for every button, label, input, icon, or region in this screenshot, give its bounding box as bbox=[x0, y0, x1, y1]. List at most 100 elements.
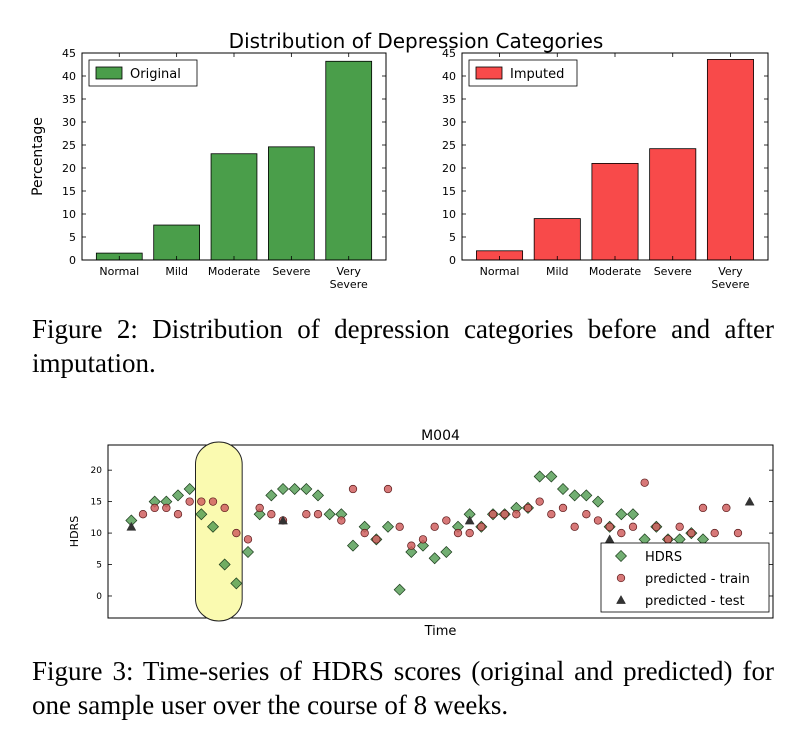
data-point bbox=[172, 489, 184, 502]
data-point bbox=[267, 510, 276, 519]
data-point bbox=[430, 522, 439, 531]
data-point bbox=[173, 510, 183, 519]
y-tick-label: 0 bbox=[449, 254, 456, 267]
hdrs-timeseries-chart: 0 5 10 15 20 M004 Time HDRS HDRS predicted - trai… bbox=[68, 428, 774, 639]
y-tick-label: 5 bbox=[449, 231, 456, 244]
legend-box bbox=[600, 542, 770, 613]
data-point bbox=[185, 497, 194, 506]
series-predicted-train bbox=[138, 478, 743, 550]
data-point bbox=[383, 484, 393, 494]
y-tick-label: 15 bbox=[91, 498, 102, 508]
data-point bbox=[372, 535, 381, 544]
data-point bbox=[405, 545, 418, 558]
data-point bbox=[453, 528, 463, 538]
x-tick-label: Mild bbox=[165, 265, 188, 278]
figure3-caption: Figure 3: Time-series of HDRS scores (or… bbox=[32, 656, 774, 720]
data-point bbox=[500, 510, 509, 519]
data-point bbox=[395, 522, 404, 531]
y-axis-label: HDRS bbox=[68, 516, 81, 547]
data-point bbox=[464, 515, 475, 525]
data-point bbox=[150, 503, 159, 513]
y-tick-label: 5 bbox=[96, 561, 102, 571]
legend-swatch bbox=[475, 66, 503, 80]
data-point bbox=[162, 503, 171, 513]
data-point bbox=[183, 483, 196, 496]
y-tick-label: 10 bbox=[62, 208, 76, 221]
data-point bbox=[243, 535, 253, 544]
chart-title: M004 bbox=[421, 428, 460, 444]
data-point bbox=[195, 508, 208, 521]
data-point bbox=[348, 484, 358, 494]
y-tick-label: 15 bbox=[442, 185, 456, 198]
data-point bbox=[615, 508, 628, 521]
data-point bbox=[593, 516, 603, 525]
data-point bbox=[523, 503, 533, 513]
highlight-region bbox=[195, 441, 243, 622]
data-point bbox=[197, 497, 206, 506]
data-point bbox=[288, 483, 301, 496]
data-point bbox=[477, 522, 486, 531]
legend-marker bbox=[616, 573, 626, 583]
x-tick-label: Normal bbox=[99, 265, 139, 278]
data-point bbox=[323, 508, 336, 521]
bar-very-severe bbox=[706, 59, 754, 261]
bar-mild bbox=[533, 218, 581, 261]
figure2-caption: Figure 2: Distribution of depression cat… bbox=[32, 314, 774, 378]
x-tick-label: Moderate bbox=[589, 265, 642, 278]
x-axis-label: Time bbox=[424, 624, 457, 639]
data-point bbox=[533, 470, 546, 483]
data-point bbox=[605, 522, 614, 531]
legend-label: predicted - train bbox=[645, 572, 750, 587]
x-tick-label: Normal bbox=[480, 265, 520, 278]
data-point bbox=[407, 541, 416, 550]
y-tick-label: 20 bbox=[91, 466, 103, 476]
y-tick-label: 40 bbox=[442, 70, 456, 83]
data-point bbox=[337, 516, 346, 525]
data-point bbox=[568, 489, 581, 502]
y-tick-label: 15 bbox=[62, 185, 76, 198]
data-point bbox=[652, 522, 661, 531]
data-point bbox=[592, 495, 604, 508]
y-tick-label: 10 bbox=[91, 529, 103, 539]
data-point bbox=[253, 508, 266, 521]
data-point bbox=[640, 478, 649, 487]
data-point bbox=[126, 521, 137, 531]
data-point bbox=[698, 503, 708, 513]
data-point bbox=[442, 516, 451, 525]
data-point bbox=[417, 539, 429, 552]
data-point bbox=[242, 545, 254, 558]
y-tick-label: 0 bbox=[96, 592, 102, 602]
data-point bbox=[722, 503, 731, 513]
data-point bbox=[313, 510, 323, 519]
data-point bbox=[687, 528, 696, 538]
bar-severe bbox=[649, 148, 697, 261]
legend-label: Original bbox=[130, 67, 181, 82]
y-tick-label: 30 bbox=[442, 116, 456, 129]
axes-frame bbox=[461, 52, 769, 261]
figure2-suptitle: Distribution of Depression Categories bbox=[229, 29, 604, 53]
data-point bbox=[628, 522, 638, 531]
y-tick-label: 0 bbox=[69, 254, 76, 267]
legend-swatch bbox=[95, 66, 123, 80]
y-tick-label: 30 bbox=[62, 116, 76, 129]
data-point bbox=[208, 497, 218, 506]
series-predicted-test bbox=[126, 496, 755, 544]
legend-marker bbox=[616, 594, 626, 604]
x-tick-label: Severe bbox=[654, 265, 692, 278]
data-point bbox=[558, 503, 568, 513]
y-tick-label: 25 bbox=[62, 139, 76, 152]
data-point bbox=[277, 483, 289, 496]
y-tick-label: 45 bbox=[62, 47, 76, 60]
data-point bbox=[265, 489, 278, 502]
data-point bbox=[418, 535, 428, 544]
bar-moderate bbox=[591, 162, 639, 261]
data-point bbox=[580, 489, 593, 502]
x-tick-label: Very bbox=[718, 265, 743, 278]
legend: Original bbox=[88, 59, 198, 87]
data-point bbox=[138, 510, 148, 519]
y-axis-label: Percentage bbox=[30, 117, 46, 196]
data-point bbox=[710, 528, 719, 538]
data-point bbox=[570, 522, 579, 531]
data-point bbox=[278, 515, 288, 525]
bar-moderate bbox=[210, 153, 258, 261]
